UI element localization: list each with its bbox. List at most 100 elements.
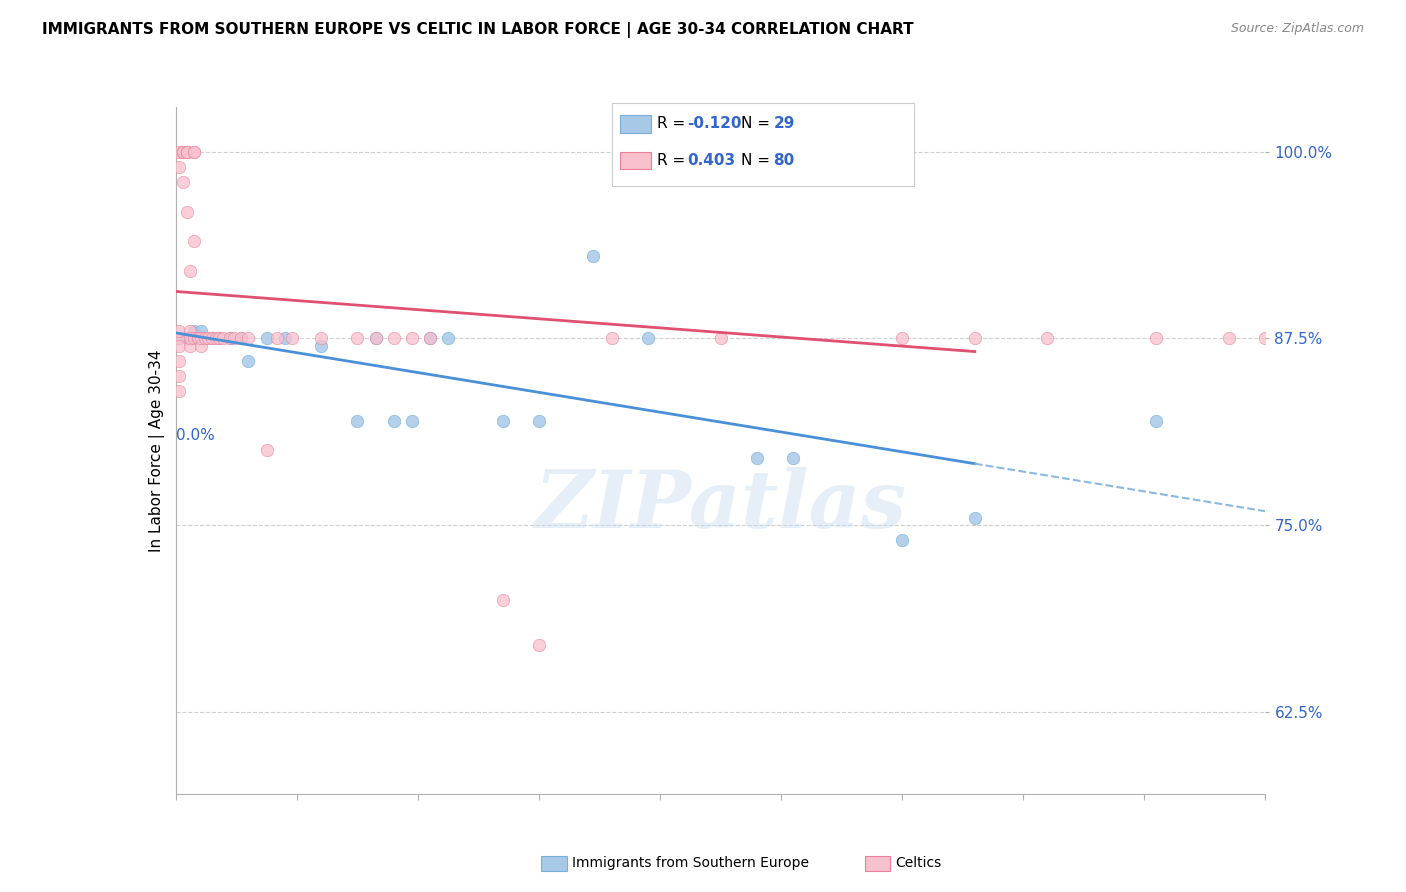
Point — [172, 145, 194, 159]
Point — [382, 414, 405, 428]
Point — [197, 331, 219, 345]
Point — [201, 331, 224, 345]
Point — [183, 145, 205, 159]
Point — [208, 331, 231, 345]
Point — [190, 331, 212, 345]
Point — [274, 331, 297, 345]
Point — [169, 339, 191, 353]
Point — [891, 331, 914, 345]
Point — [176, 204, 198, 219]
Point — [176, 145, 198, 159]
Point — [219, 331, 242, 345]
Point — [208, 331, 231, 345]
Point — [437, 331, 460, 345]
Point — [401, 331, 423, 345]
Point — [186, 331, 209, 345]
Point — [176, 145, 198, 159]
Point — [346, 414, 368, 428]
Point — [186, 331, 209, 345]
Point — [1146, 331, 1168, 345]
Y-axis label: In Labor Force | Age 30-34: In Labor Force | Age 30-34 — [149, 349, 165, 552]
Text: N =: N = — [741, 117, 775, 131]
Point — [256, 331, 278, 345]
Point — [346, 331, 368, 345]
Point — [201, 331, 224, 345]
Text: 29: 29 — [773, 117, 794, 131]
Point — [194, 331, 217, 345]
Point — [582, 249, 605, 263]
Point — [190, 339, 212, 353]
Point — [169, 324, 191, 338]
Point — [212, 331, 235, 345]
Point — [527, 638, 550, 652]
Point — [281, 331, 304, 345]
Point — [963, 510, 986, 524]
Text: -0.120: -0.120 — [688, 117, 742, 131]
Point — [782, 450, 804, 465]
Text: 0.403: 0.403 — [688, 153, 735, 168]
Point — [1218, 331, 1240, 345]
Point — [1036, 331, 1059, 345]
Point — [176, 331, 198, 345]
Point — [419, 331, 441, 345]
Point — [745, 450, 768, 465]
Text: Source: ZipAtlas.com: Source: ZipAtlas.com — [1230, 22, 1364, 36]
Point — [256, 443, 278, 458]
Point — [172, 145, 194, 159]
Point — [309, 339, 332, 353]
Point — [600, 331, 623, 345]
Point — [492, 592, 515, 607]
Point — [364, 331, 387, 345]
Point — [492, 414, 515, 428]
Point — [179, 324, 201, 338]
Point — [169, 384, 191, 398]
Point — [963, 331, 986, 345]
Point — [419, 331, 441, 345]
Point — [1254, 331, 1277, 345]
Point — [179, 331, 201, 345]
Point — [222, 331, 245, 345]
Text: N =: N = — [741, 153, 775, 168]
Point — [891, 533, 914, 547]
Point — [266, 331, 288, 345]
Point — [190, 324, 212, 338]
Point — [194, 331, 217, 345]
Text: Immigrants from Southern Europe: Immigrants from Southern Europe — [572, 856, 810, 871]
Point — [179, 264, 201, 278]
Point — [238, 354, 260, 368]
Point — [169, 368, 191, 383]
Point — [169, 160, 191, 174]
Text: ZIPatlas: ZIPatlas — [534, 467, 907, 544]
Text: 80: 80 — [773, 153, 794, 168]
Point — [231, 331, 253, 345]
Point — [176, 145, 198, 159]
Point — [231, 331, 253, 345]
Point — [309, 331, 332, 345]
Point — [782, 145, 804, 159]
Point — [204, 331, 226, 345]
Point — [238, 331, 260, 345]
Point — [637, 331, 659, 345]
Point — [219, 331, 242, 345]
Point — [401, 414, 423, 428]
Point — [183, 324, 205, 338]
Point — [183, 145, 205, 159]
Point — [364, 331, 387, 345]
Point — [527, 414, 550, 428]
Text: Celtics: Celtics — [896, 856, 942, 871]
Point — [1327, 331, 1350, 345]
Point — [179, 339, 201, 353]
Text: R =: R = — [657, 153, 690, 168]
Text: 0.0%: 0.0% — [176, 428, 215, 443]
Point — [169, 331, 191, 345]
Point — [186, 331, 209, 345]
Point — [172, 145, 194, 159]
Point — [183, 235, 205, 249]
Text: IMMIGRANTS FROM SOUTHERN EUROPE VS CELTIC IN LABOR FORCE | AGE 30-34 CORRELATION: IMMIGRANTS FROM SOUTHERN EUROPE VS CELTI… — [42, 22, 914, 38]
Point — [186, 331, 209, 345]
Point — [176, 145, 198, 159]
Point — [710, 331, 733, 345]
Point — [169, 354, 191, 368]
Point — [183, 331, 205, 345]
Point — [169, 331, 191, 345]
